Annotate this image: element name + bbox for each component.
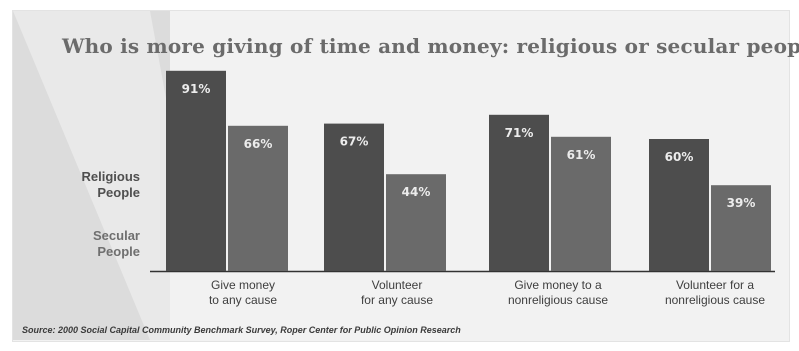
data-label-secular-3: 61%	[567, 148, 596, 162]
legend-religious-people: Religious People	[81, 169, 140, 200]
category-label-give-money-any-cause: Give money to any cause	[208, 278, 278, 307]
bar-secular-3	[551, 136, 611, 271]
chart-title: Who is more giving of time and money: re…	[62, 34, 799, 58]
bar-secular-2	[386, 174, 446, 271]
bar-religious-2	[324, 123, 384, 271]
source-note: Source: 2000 Social Capital Community Be…	[22, 325, 461, 335]
data-label-religious-3: 71%	[505, 126, 534, 140]
category-label-give-money-nonreligious: Give money to a nonreligious cause	[507, 278, 609, 307]
legend-secular-people: Secular People	[93, 228, 140, 259]
data-label-religious-1: 91%	[182, 82, 211, 96]
category-label-volunteer-any-cause: Volunteer for any cause	[360, 278, 434, 307]
bar-secular-1	[228, 125, 288, 271]
data-label-secular-4: 39%	[727, 196, 756, 210]
data-label-secular-2: 44%	[402, 185, 431, 199]
category-label-volunteer-nonreligious: Volunteer for a nonreligious cause	[664, 278, 766, 307]
bar-religious-1	[166, 70, 226, 271]
bar-religious-4	[649, 139, 709, 271]
data-label-religious-2: 67%	[340, 135, 369, 149]
data-label-secular-1: 66%	[244, 137, 273, 151]
bar-secular-4	[711, 185, 771, 271]
data-label-religious-4: 60%	[665, 150, 694, 164]
bar-religious-3	[489, 114, 549, 271]
